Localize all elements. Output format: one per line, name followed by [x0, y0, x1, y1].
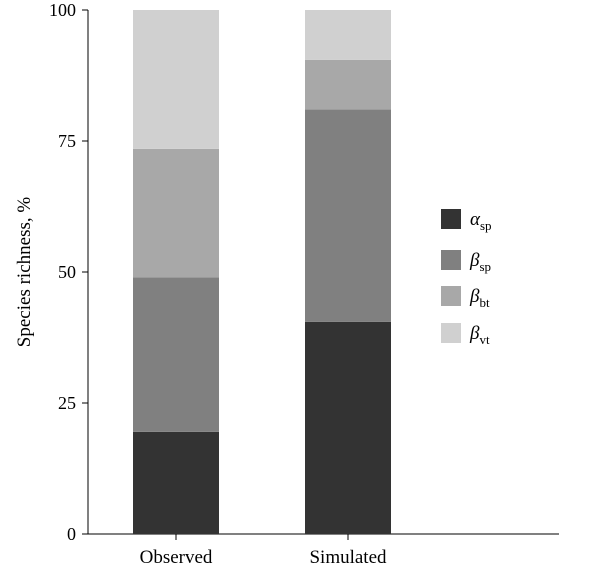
legend-label: αsp	[470, 209, 492, 233]
bar-segment-vt-observed	[133, 10, 219, 149]
bar-segment-sp-observed	[133, 431, 219, 534]
bar-segment-vt-simulated	[305, 10, 391, 60]
bar-segment-sp-simulated	[305, 109, 391, 322]
y-tick-label: 25	[58, 393, 76, 413]
bar-segment-bt-observed	[133, 148, 219, 278]
bar-segment-sp-observed	[133, 277, 219, 432]
legend-swatch	[441, 209, 461, 229]
y-tick-label: 100	[49, 0, 76, 20]
y-tick-label: 75	[58, 131, 76, 151]
legend-label: βbt	[469, 286, 490, 310]
y-axis-title: Species richness, %	[14, 197, 35, 348]
y-tick-label: 50	[58, 262, 76, 282]
bar-segment-bt-simulated	[305, 59, 391, 110]
legend-swatch	[441, 286, 461, 306]
legend-label: βvt	[469, 323, 490, 347]
legend-swatch	[441, 250, 461, 270]
x-tick-label: Simulated	[309, 547, 387, 568]
bars	[133, 10, 391, 534]
x-tick-labels: Observed Simulated	[140, 547, 387, 568]
legend: αsp βsp βbt βvt	[441, 209, 492, 347]
legend-label: βsp	[469, 250, 491, 274]
x-tick-label: Observed	[140, 547, 213, 568]
bar-segment-sp-simulated	[305, 321, 391, 534]
y-tick-label: 0	[67, 524, 76, 544]
legend-swatch	[441, 323, 461, 343]
